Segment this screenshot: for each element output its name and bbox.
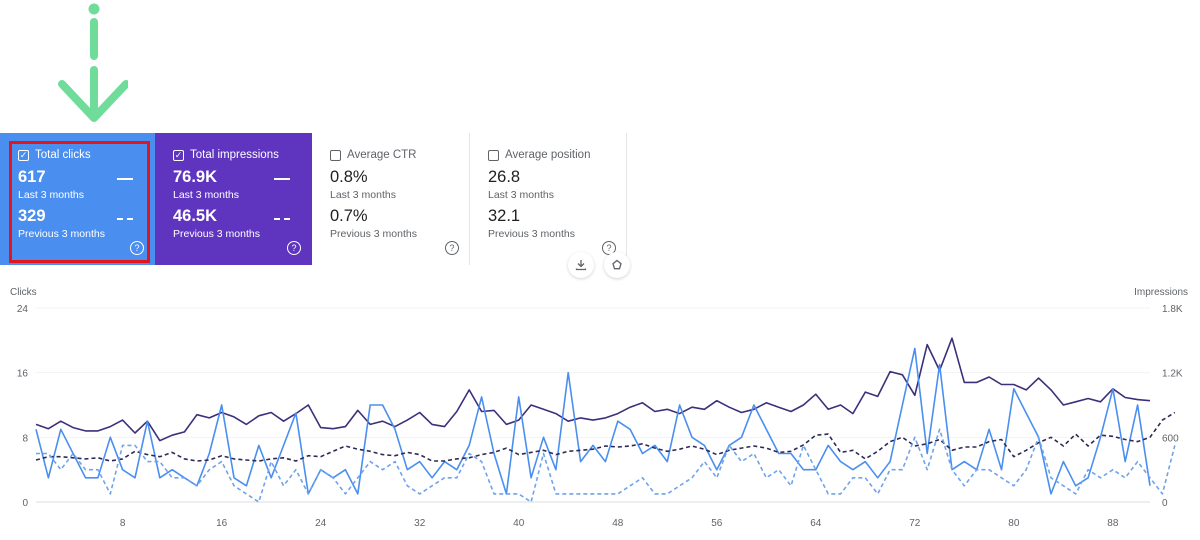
metric-label: Total impressions [190, 149, 279, 161]
series-line-1 [35, 347, 1151, 495]
metric-current-period: Last 3 months [330, 189, 396, 201]
y-right-tick-label: 600 [1162, 433, 1179, 444]
x-tick-label: 8 [120, 518, 126, 529]
series-line-3 [36, 428, 1176, 503]
x-tick-label: 40 [513, 518, 525, 529]
help-icon[interactable]: ? [130, 241, 144, 255]
y-left-tick-label: 24 [17, 304, 29, 315]
metric-card-average-ctr[interactable]: Average CTR 0.8% Last 3 months 0.7% Prev… [312, 133, 470, 265]
metric-previous-value: 46.5K [173, 207, 218, 225]
metric-previous-period: Previous 3 months [330, 228, 417, 240]
y-axis-left-title: Clicks [10, 287, 37, 298]
share-button[interactable] [604, 252, 630, 278]
x-tick-label: 56 [711, 518, 723, 529]
y-right-tick-label: 1.2K [1162, 369, 1183, 380]
x-tick-label: 72 [909, 518, 921, 529]
metric-card-total-clicks[interactable]: ✓ Total clicks 617 Last 3 months 329 Pre… [0, 133, 155, 265]
metric-header: ✓ Total clicks [18, 149, 139, 161]
x-tick-label: 64 [810, 518, 822, 529]
checkbox-icon[interactable] [488, 149, 499, 161]
share-icon [612, 259, 622, 270]
y-left-tick-label: 8 [22, 433, 28, 444]
metric-label: Average CTR [347, 149, 417, 161]
checkbox-icon[interactable]: ✓ [18, 149, 29, 161]
checkbox-icon[interactable] [330, 149, 341, 161]
metric-header: Average position [488, 149, 610, 161]
metric-card-average-position[interactable]: Average position 26.8 Last 3 months 32.1… [470, 133, 627, 265]
metric-previous-period: Previous 3 months [488, 228, 575, 240]
checkbox-icon[interactable]: ✓ [173, 149, 184, 161]
x-tick-label: 24 [315, 518, 327, 529]
metric-current-period: Last 3 months [18, 189, 84, 201]
help-icon[interactable]: ? [445, 241, 459, 255]
metric-previous-value: 0.7% [330, 207, 368, 225]
metric-previous-value: 32.1 [488, 207, 521, 225]
highlight-box [9, 141, 150, 263]
download-button[interactable] [568, 252, 594, 278]
series-line-2 [35, 411, 1176, 462]
metric-previous-period: Previous 3 months [173, 228, 260, 240]
metric-header: ✓ Total impressions [173, 149, 296, 161]
y-left-tick-label: 16 [17, 369, 29, 380]
y-left-tick-label: 0 [22, 498, 28, 509]
y-right-tick-label: 1.8K [1162, 304, 1183, 315]
x-tick-label: 16 [216, 518, 228, 529]
x-tick-label: 48 [612, 518, 624, 529]
metric-current-value: 0.8% [330, 168, 368, 186]
x-tick-label: 80 [1008, 518, 1020, 529]
download-icon [575, 260, 587, 271]
metric-label: Total clicks [35, 149, 91, 161]
series-line-0 [35, 337, 1151, 442]
y-right-tick-label: 0 [1162, 498, 1168, 509]
down-arrow-icon [58, 3, 128, 122]
dashed-line-legend-icon [274, 218, 290, 220]
metric-cards: ✓ Total clicks 617 Last 3 months 329 Pre… [0, 133, 630, 265]
x-tick-label: 88 [1107, 518, 1119, 529]
metric-label: Average position [505, 149, 591, 161]
metric-previous-value: 329 [18, 207, 46, 225]
solid-line-legend-icon [274, 178, 290, 180]
metric-current-period: Last 3 months [488, 189, 554, 201]
metric-current-value: 26.8 [488, 168, 521, 186]
help-icon[interactable]: ? [287, 241, 301, 255]
metric-header: Average CTR [330, 149, 453, 161]
solid-line-legend-icon [117, 178, 133, 180]
dashed-line-legend-icon [117, 218, 133, 220]
metric-current-period: Last 3 months [173, 189, 239, 201]
x-tick-label: 32 [414, 518, 426, 529]
metric-previous-period: Previous 3 months [18, 228, 105, 240]
metric-card-total-impressions[interactable]: ✓ Total impressions 76.9K Last 3 months … [155, 133, 312, 265]
metric-current-value: 617 [18, 168, 46, 186]
metric-current-value: 76.9K [173, 168, 218, 186]
y-axis-right-title: Impressions [1134, 287, 1188, 298]
